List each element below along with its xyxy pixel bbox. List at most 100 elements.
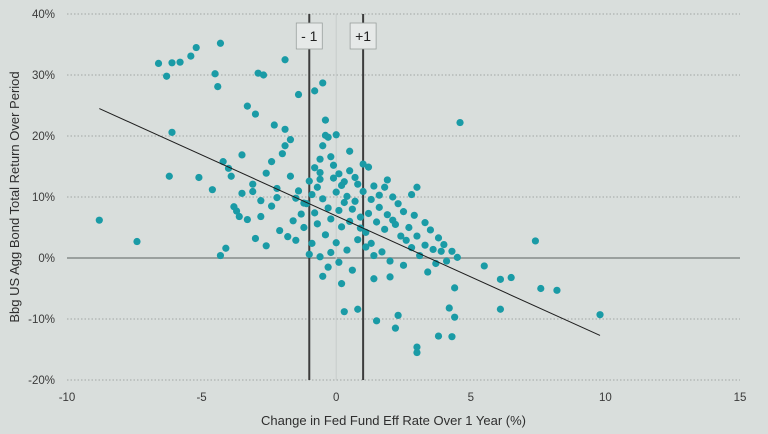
data-point: [319, 142, 327, 150]
data-point: [362, 243, 370, 251]
data-point: [426, 226, 435, 234]
data-point: [251, 234, 260, 243]
data-point: [413, 343, 421, 351]
data-point: [327, 153, 335, 161]
data-point: [346, 147, 354, 155]
data-point: [381, 183, 389, 191]
data-point: [311, 209, 319, 217]
data-point: [389, 193, 397, 201]
data-point: [192, 43, 200, 52]
data-point: [421, 241, 429, 249]
data-point: [348, 266, 356, 274]
trendline-line: [99, 108, 601, 336]
data-point: [553, 286, 561, 294]
data-point: [354, 236, 362, 244]
data-point: [340, 308, 348, 316]
data-point: [230, 203, 238, 211]
x-tick-label: -5: [196, 392, 206, 404]
data-point: [154, 59, 163, 68]
data-point: [335, 258, 343, 266]
data-point: [305, 250, 313, 258]
data-point: [413, 348, 421, 357]
data-point: [133, 237, 141, 246]
data-point: [416, 251, 424, 260]
data-point: [267, 202, 276, 210]
data-point: [407, 190, 416, 199]
data-point: [372, 218, 381, 226]
data-point: [163, 72, 171, 80]
data-point: [375, 203, 383, 211]
data-point: [227, 172, 235, 180]
data-point: [389, 216, 397, 224]
y-tick-label: 0%: [38, 253, 55, 265]
data-point: [367, 239, 375, 247]
data-point: [281, 125, 289, 133]
data-point: [343, 246, 351, 254]
data-point: [324, 204, 332, 212]
data-point: [445, 304, 453, 312]
data-point: [211, 70, 219, 78]
data-point: [364, 209, 373, 218]
tick-labels: -20% -10% 0% 10% 20% 30% 40% -10 -5 0 5 10 15: [28, 9, 746, 404]
data-point: [370, 182, 378, 190]
data-point: [308, 190, 316, 199]
x-tick-label: 10: [599, 392, 612, 404]
data-point: [313, 183, 321, 191]
data-point: [367, 195, 375, 204]
x-tick-label: 5: [468, 392, 474, 404]
data-point: [276, 226, 284, 235]
data-point: [337, 181, 346, 190]
data-points: [95, 39, 604, 357]
data-point: [281, 142, 289, 150]
data-point: [327, 215, 335, 223]
data-point: [319, 272, 327, 280]
data-point: [453, 253, 461, 261]
data-point: [332, 131, 340, 139]
data-point: [496, 305, 505, 313]
data-point: [262, 169, 270, 177]
data-point: [235, 212, 243, 221]
data-point: [216, 251, 225, 260]
data-point: [405, 223, 413, 232]
data-point: [329, 161, 338, 169]
data-point: [300, 223, 308, 232]
data-point: [324, 133, 332, 141]
data-point: [316, 169, 324, 177]
data-point: [332, 239, 340, 247]
data-point: [394, 311, 402, 319]
data-point: [273, 194, 281, 202]
data-point: [456, 118, 464, 127]
data-point: [222, 244, 230, 252]
data-point: [289, 217, 297, 225]
y-axis-label: Bbg US Agg Bond Total Return Over Period: [7, 71, 22, 322]
data-point: [249, 180, 257, 188]
data-point: [267, 158, 276, 166]
x-tick-label: 0: [333, 392, 339, 404]
data-point: [442, 257, 451, 265]
data-point: [354, 180, 362, 188]
y-tick-label: 40%: [32, 9, 55, 21]
data-point: [335, 206, 343, 215]
data-point: [284, 233, 292, 241]
data-point: [332, 188, 340, 196]
data-point: [187, 52, 195, 60]
data-point: [311, 164, 319, 172]
data-point: [375, 191, 383, 199]
data-point: [351, 173, 359, 182]
gridlines: [67, 13, 740, 381]
data-point: [316, 155, 324, 163]
data-point: [351, 197, 359, 205]
data-point: [337, 223, 346, 231]
reference-label: - 1: [301, 28, 318, 44]
data-point: [243, 215, 251, 224]
data-point: [480, 262, 488, 270]
data-point: [297, 210, 305, 218]
data-point: [329, 174, 338, 182]
trendline: [99, 108, 601, 336]
data-point: [259, 71, 268, 79]
data-point: [496, 275, 505, 283]
data-point: [168, 59, 176, 67]
data-point: [448, 247, 456, 255]
data-point: [434, 234, 443, 242]
